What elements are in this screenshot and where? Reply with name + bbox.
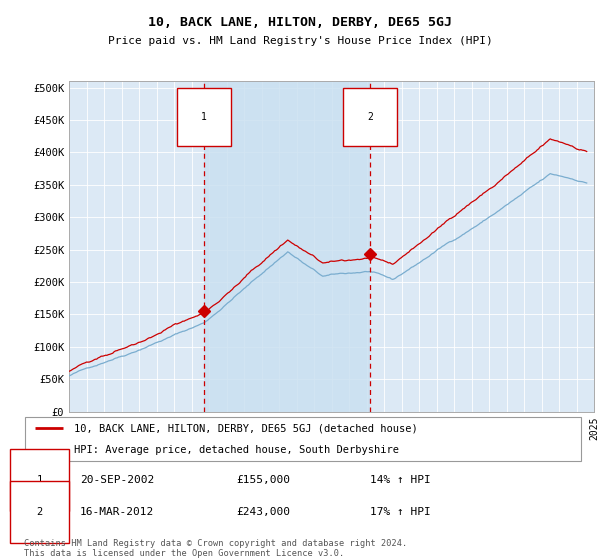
Text: 1: 1 bbox=[37, 475, 43, 484]
Text: 2: 2 bbox=[367, 112, 373, 122]
Text: Contains HM Land Registry data © Crown copyright and database right 2024.
This d: Contains HM Land Registry data © Crown c… bbox=[24, 539, 407, 558]
Text: 14% ↑ HPI: 14% ↑ HPI bbox=[370, 475, 431, 484]
Text: 17% ↑ HPI: 17% ↑ HPI bbox=[370, 507, 431, 517]
Text: 2: 2 bbox=[37, 507, 43, 517]
FancyBboxPatch shape bbox=[25, 417, 581, 461]
Text: HPI: Average price, detached house, South Derbyshire: HPI: Average price, detached house, Sout… bbox=[74, 445, 399, 455]
Text: 16-MAR-2012: 16-MAR-2012 bbox=[80, 507, 154, 517]
Text: 20-SEP-2002: 20-SEP-2002 bbox=[80, 475, 154, 484]
Text: Price paid vs. HM Land Registry's House Price Index (HPI): Price paid vs. HM Land Registry's House … bbox=[107, 36, 493, 46]
Text: 10, BACK LANE, HILTON, DERBY, DE65 5GJ (detached house): 10, BACK LANE, HILTON, DERBY, DE65 5GJ (… bbox=[74, 423, 418, 433]
Text: £155,000: £155,000 bbox=[236, 475, 290, 484]
Bar bbox=[204, 81, 370, 412]
Text: £243,000: £243,000 bbox=[236, 507, 290, 517]
Text: 1: 1 bbox=[201, 112, 207, 122]
Text: 10, BACK LANE, HILTON, DERBY, DE65 5GJ: 10, BACK LANE, HILTON, DERBY, DE65 5GJ bbox=[148, 16, 452, 29]
